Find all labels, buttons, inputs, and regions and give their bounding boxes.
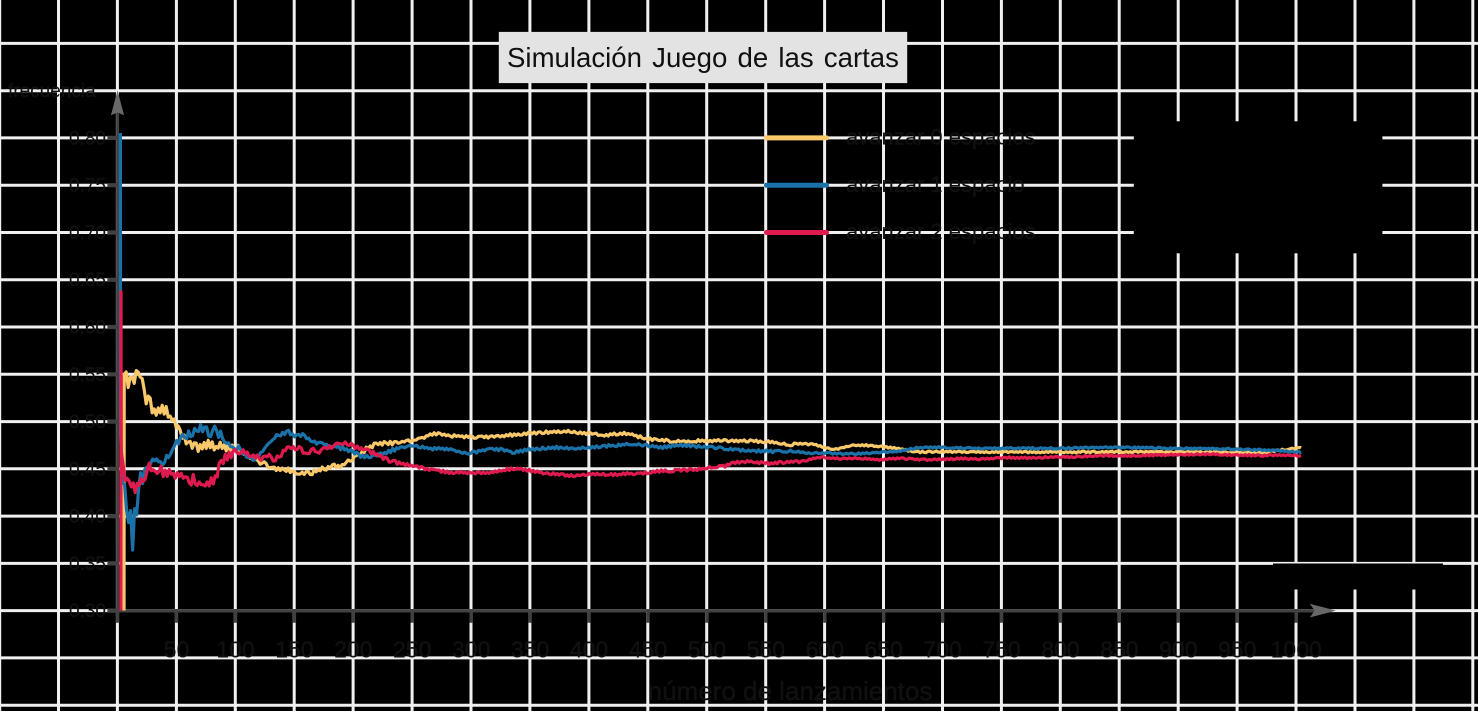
svg-text:avanzar 0 espacios: avanzar 0 espacios xyxy=(846,125,1036,150)
svg-text:900: 900 xyxy=(1159,637,1197,663)
svg-text:1000: 1000 xyxy=(1271,637,1322,663)
svg-text:850: 850 xyxy=(1100,637,1138,663)
svg-text:950: 950 xyxy=(1218,637,1256,663)
svg-text:0.65: 0.65 xyxy=(69,270,106,291)
svg-text:250: 250 xyxy=(393,637,431,663)
svg-text:800: 800 xyxy=(1041,637,1079,663)
svg-text:0.75: 0.75 xyxy=(69,176,106,197)
svg-text:avanzar 2 espacios: avanzar 2 espacios xyxy=(846,219,1036,244)
svg-text:avanzar 1 espacio: avanzar 1 espacio xyxy=(846,172,1025,197)
svg-text:300: 300 xyxy=(452,637,490,663)
svg-text:frecuencia: frecuencia xyxy=(8,81,96,102)
svg-text:650: 650 xyxy=(865,637,903,663)
svg-text:700: 700 xyxy=(923,637,961,663)
svg-text:100: 100 xyxy=(216,637,254,663)
svg-text:0.55: 0.55 xyxy=(69,365,106,386)
svg-text:0.60: 0.60 xyxy=(69,318,106,339)
svg-text:350: 350 xyxy=(511,637,549,663)
svg-text:0.35: 0.35 xyxy=(69,554,106,575)
svg-text:0.70: 0.70 xyxy=(69,223,106,244)
svg-text:450: 450 xyxy=(629,637,667,663)
svg-text:0.30: 0.30 xyxy=(69,601,106,622)
svg-text:750: 750 xyxy=(982,637,1020,663)
svg-text:550: 550 xyxy=(747,637,785,663)
svg-text:600: 600 xyxy=(806,637,844,663)
svg-text:0.80: 0.80 xyxy=(69,128,106,149)
svg-text:200: 200 xyxy=(334,637,372,663)
svg-text:150: 150 xyxy=(275,637,313,663)
svg-text:400: 400 xyxy=(570,637,608,663)
svg-text:0.40: 0.40 xyxy=(69,507,106,528)
svg-text:número de lanzamientos: número de lanzamientos xyxy=(648,676,933,706)
svg-text:0.50: 0.50 xyxy=(69,412,106,433)
svg-text:500: 500 xyxy=(688,637,726,663)
svg-text:Simulación Juego de las cartas: Simulación Juego de las cartas xyxy=(507,42,899,73)
svg-text:50: 50 xyxy=(164,637,190,663)
svg-text:0.45: 0.45 xyxy=(69,459,106,480)
